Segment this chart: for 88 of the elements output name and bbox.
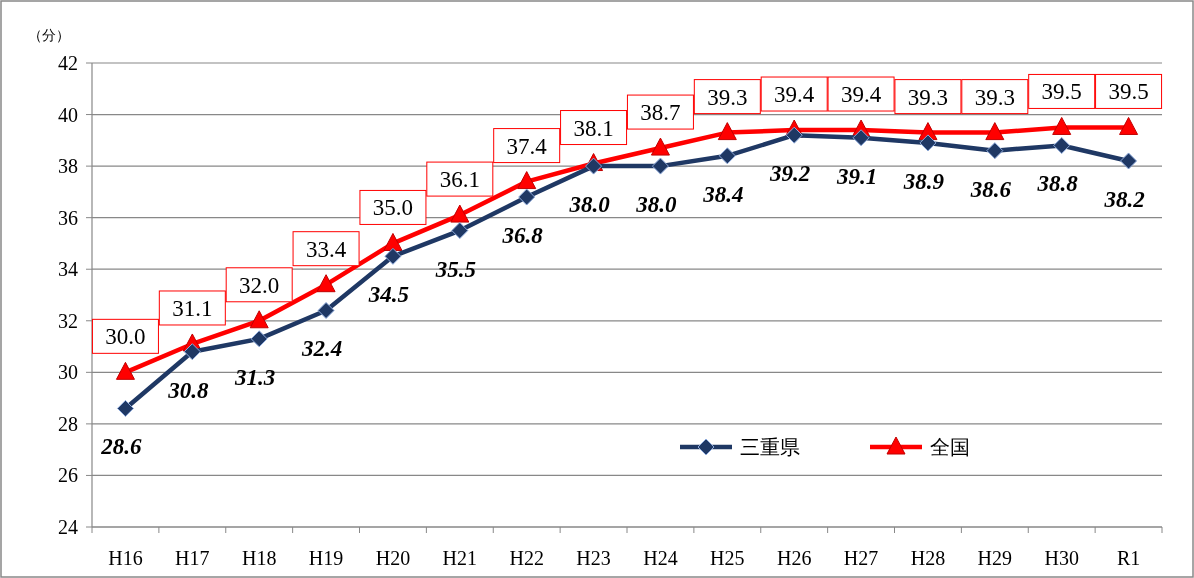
point bbox=[317, 301, 335, 319]
y-tick-label: 26 bbox=[58, 464, 78, 487]
point bbox=[249, 310, 269, 329]
data-label: 38.2 bbox=[1103, 186, 1145, 212]
point bbox=[651, 157, 669, 175]
data-label: 38.1 bbox=[573, 115, 614, 141]
data-label: 38.7 bbox=[640, 100, 681, 126]
point bbox=[1052, 116, 1072, 135]
x-tick-label: H26 bbox=[776, 547, 812, 569]
x-tick-label: H16 bbox=[108, 547, 143, 569]
data-label: 39.3 bbox=[907, 84, 949, 110]
point bbox=[717, 122, 737, 141]
point bbox=[183, 343, 201, 361]
legend-label: 全国 bbox=[930, 435, 970, 459]
x-tick-label: H28 bbox=[910, 547, 946, 569]
y-tick-label: 38 bbox=[58, 155, 78, 178]
data-label: 33.4 bbox=[305, 236, 347, 262]
point bbox=[1119, 116, 1139, 135]
point bbox=[517, 171, 537, 190]
point bbox=[1053, 136, 1071, 154]
data-label: 38.8 bbox=[1036, 171, 1079, 197]
y-tick-label: 40 bbox=[58, 103, 78, 126]
y-tick-label: 30 bbox=[58, 361, 78, 384]
y-axis-title: （分） bbox=[28, 28, 70, 43]
data-label: 35.5 bbox=[434, 256, 476, 282]
x-tick-label: R1 bbox=[1116, 547, 1141, 569]
x-tick-label: H17 bbox=[175, 547, 210, 569]
point bbox=[450, 204, 470, 223]
x-tick-label: H23 bbox=[576, 547, 611, 569]
data-label: 38.6 bbox=[969, 176, 1012, 202]
point bbox=[383, 232, 403, 251]
x-tick-label: H20 bbox=[375, 547, 411, 569]
x-tick-label: H27 bbox=[843, 547, 879, 569]
point bbox=[384, 247, 402, 265]
data-label: 38.0 bbox=[568, 192, 611, 218]
point bbox=[852, 129, 870, 147]
x-tick-label: H19 bbox=[308, 547, 344, 569]
x-tick-label: H24 bbox=[643, 547, 678, 569]
point bbox=[650, 137, 670, 156]
x-tick-label: H21 bbox=[442, 547, 478, 569]
y-tick-label: 32 bbox=[58, 309, 78, 332]
data-label: 30.0 bbox=[105, 324, 146, 350]
y-tick-label: 34 bbox=[58, 258, 78, 281]
x-tick-label: H29 bbox=[977, 547, 1013, 569]
data-label: 39.3 bbox=[707, 84, 748, 110]
data-label: 36.1 bbox=[439, 167, 480, 193]
data-label: 38.4 bbox=[702, 181, 744, 207]
y-tick-label: 28 bbox=[58, 412, 78, 435]
data-label: 38.9 bbox=[902, 168, 945, 194]
data-label: 39.2 bbox=[769, 161, 811, 187]
x-tick-label: H22 bbox=[509, 547, 544, 569]
data-label: 38.0 bbox=[635, 192, 678, 218]
point bbox=[919, 134, 937, 152]
y-tick-label: 42 bbox=[58, 52, 78, 74]
point bbox=[451, 222, 469, 240]
y-tick-label: 24 bbox=[58, 516, 78, 538]
data-label: 39.1 bbox=[835, 163, 878, 189]
data-label: 37.4 bbox=[506, 133, 548, 159]
data-label: 36.8 bbox=[501, 223, 544, 249]
data-label: 34.5 bbox=[367, 282, 410, 308]
point bbox=[116, 399, 134, 417]
point bbox=[785, 126, 803, 144]
point bbox=[316, 274, 336, 293]
data-label: 35.0 bbox=[372, 195, 414, 221]
point bbox=[518, 188, 536, 206]
data-label: 30.8 bbox=[167, 377, 209, 403]
point bbox=[985, 122, 1005, 141]
data-label: 31.1 bbox=[172, 295, 213, 321]
x-tick-label: H18 bbox=[241, 547, 277, 569]
x-tick-label: H30 bbox=[1044, 547, 1079, 569]
point bbox=[986, 142, 1004, 160]
point bbox=[250, 330, 268, 348]
point bbox=[1120, 152, 1138, 170]
point bbox=[585, 157, 603, 175]
point bbox=[718, 147, 736, 165]
legend-label: 三重県 bbox=[740, 435, 800, 459]
data-label: 39.3 bbox=[974, 84, 1015, 110]
data-label: 32.0 bbox=[239, 272, 280, 298]
point bbox=[115, 361, 135, 380]
data-label: 39.5 bbox=[1041, 79, 1082, 105]
data-label: 39.4 bbox=[774, 82, 815, 108]
x-tick-label: H25 bbox=[710, 547, 745, 569]
data-label: 39.4 bbox=[840, 82, 882, 108]
data-label: 39.5 bbox=[1108, 79, 1149, 105]
data-label: 32.4 bbox=[300, 336, 343, 362]
data-label: 28.6 bbox=[100, 434, 143, 460]
data-label: 31.3 bbox=[234, 364, 276, 390]
y-tick-label: 36 bbox=[58, 206, 78, 229]
